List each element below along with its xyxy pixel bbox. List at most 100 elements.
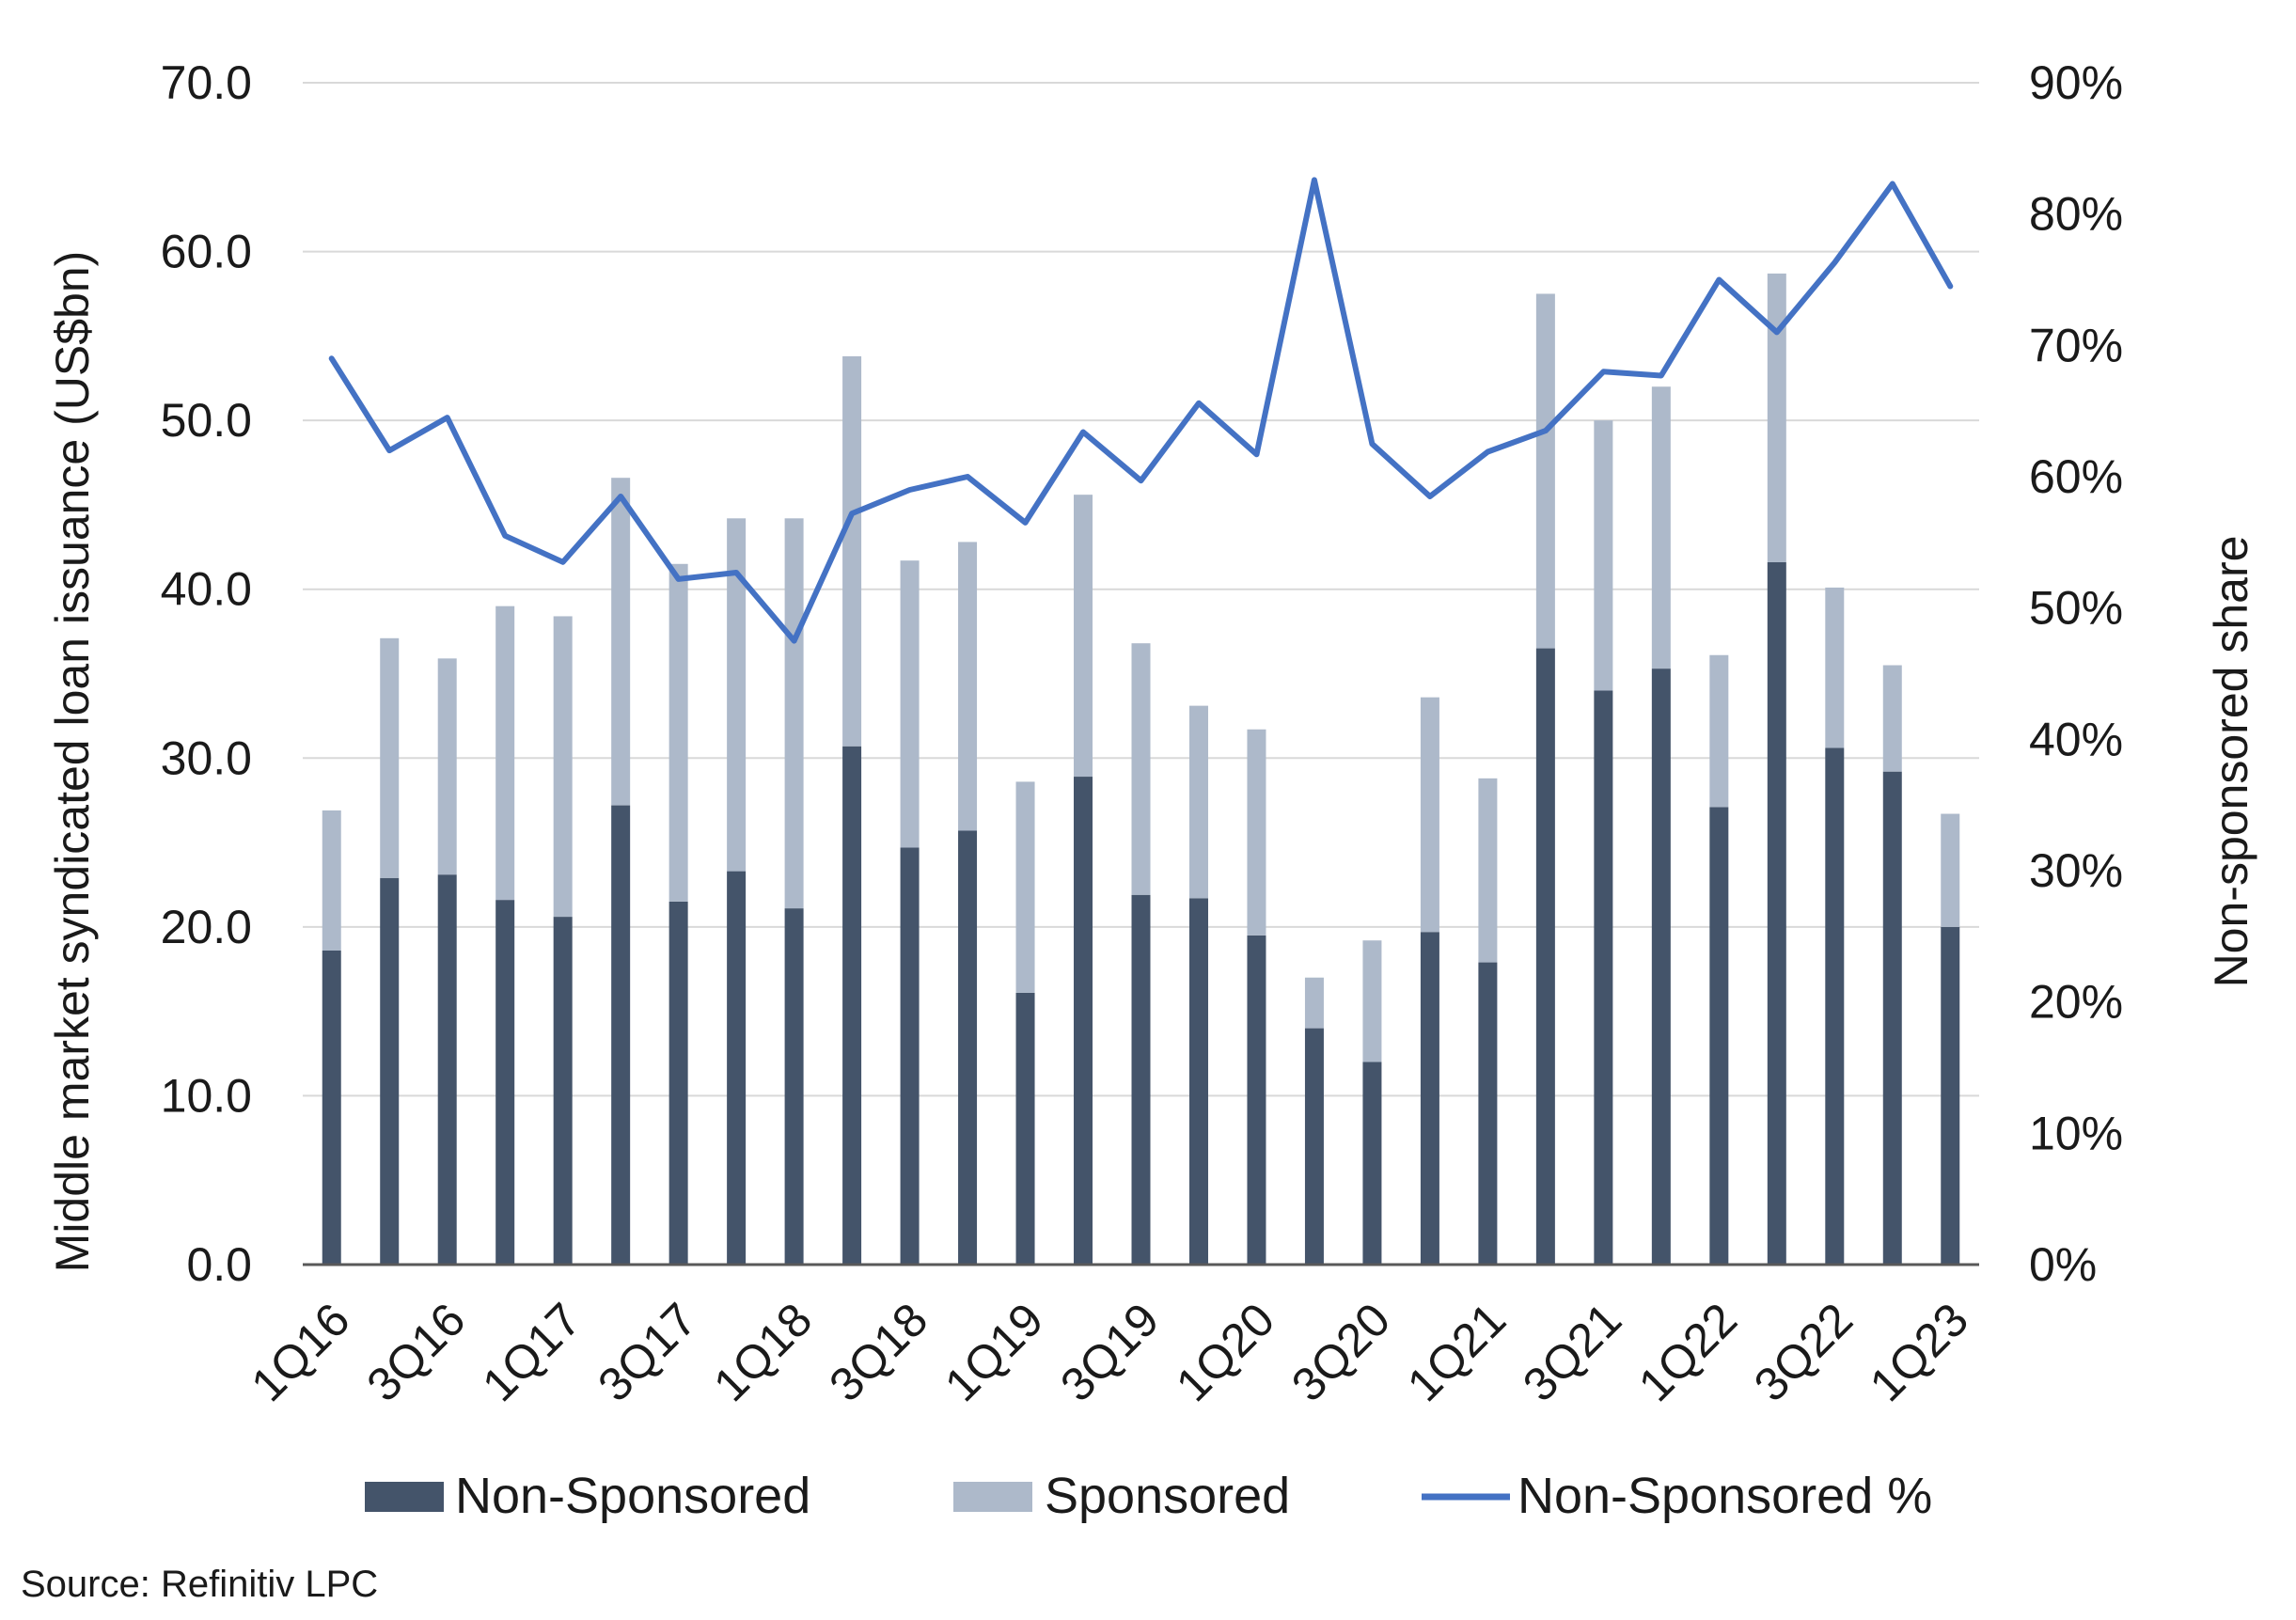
bar-non-sponsored — [1015, 992, 1035, 1265]
bar-non-sponsored — [1941, 926, 1960, 1265]
bar-non-sponsored — [380, 877, 400, 1265]
bar-sponsored — [668, 563, 688, 902]
bar-sponsored — [437, 658, 457, 875]
bar-non-sponsored — [727, 871, 747, 1265]
bar-sponsored — [380, 637, 400, 878]
y-right-tick-label: 50% — [2029, 582, 2123, 635]
x-tick-label: 1Q19 — [935, 1293, 1053, 1411]
x-tick-label: 3Q18 — [819, 1293, 937, 1411]
bars — [322, 273, 1960, 1265]
bar-sponsored — [1651, 386, 1671, 669]
x-tick-label: 3Q21 — [1513, 1293, 1631, 1411]
y-left-tick-label: 30.0 — [161, 731, 252, 784]
bar-non-sponsored — [1362, 1062, 1382, 1265]
bar-sponsored — [1709, 654, 1729, 808]
bar-non-sponsored — [1535, 648, 1555, 1265]
legend: Non-Sponsored Sponsored Non-Sponsored % — [365, 1468, 1932, 1524]
y-left-tick-label: 20.0 — [161, 901, 252, 953]
y-right-tick-label: 40% — [2029, 713, 2123, 765]
legend-label-non-sponsored: Non-Sponsored — [455, 1468, 810, 1524]
y-left-tick-label: 70.0 — [161, 56, 252, 109]
y-right-tick-label: 30% — [2029, 844, 2123, 897]
bar-non-sponsored — [668, 901, 688, 1265]
bar-sponsored — [1767, 273, 1786, 562]
bar-non-sponsored — [1882, 771, 1902, 1265]
y-right-tick-label: 60% — [2029, 450, 2123, 503]
y-right-tick-label: 90% — [2029, 56, 2123, 109]
bar-sponsored — [1594, 420, 1613, 691]
bar-sponsored — [1188, 705, 1208, 899]
bar-non-sponsored — [900, 847, 920, 1265]
x-tick-label: 1Q21 — [1397, 1293, 1516, 1411]
bar-non-sponsored — [1478, 962, 1498, 1265]
bar-sponsored — [553, 616, 573, 918]
bar-non-sponsored — [958, 830, 978, 1265]
bar-non-sponsored — [611, 805, 631, 1265]
bar-sponsored — [1941, 813, 1960, 927]
y-left-tick-label: 10.0 — [161, 1069, 252, 1122]
bar-sponsored — [784, 518, 804, 909]
y-left-tick-label: 0.0 — [186, 1238, 252, 1291]
legend-label-sponsored: Sponsored — [1045, 1468, 1290, 1524]
bar-non-sponsored — [1420, 932, 1439, 1265]
source-note: Source: Refinitiv LPC — [21, 1564, 378, 1605]
bar-non-sponsored — [1074, 777, 1093, 1265]
x-tick-label: 1Q16 — [241, 1293, 359, 1411]
x-tick-label: 1Q20 — [1166, 1293, 1284, 1411]
bar-non-sponsored — [322, 950, 341, 1265]
line-non-sponsored-share — [328, 177, 1954, 644]
bar-non-sponsored — [1594, 690, 1613, 1265]
bar-sponsored — [1015, 781, 1035, 993]
y-right-tick-label: 80% — [2029, 188, 2123, 241]
y-left-tick-label: 50.0 — [161, 394, 252, 447]
legend-swatch-non-sponsored — [365, 1482, 444, 1512]
x-tick-label: 1Q17 — [472, 1293, 590, 1411]
bar-sponsored — [1304, 977, 1324, 1029]
bar-non-sponsored — [553, 917, 573, 1265]
y-left-tick-label: 40.0 — [161, 563, 252, 616]
bar-non-sponsored — [1247, 935, 1266, 1265]
x-tick-label: 1Q23 — [1860, 1293, 1978, 1411]
x-tick-label: 1Q18 — [703, 1293, 822, 1411]
bar-sponsored — [1131, 643, 1151, 895]
bar-non-sponsored — [1131, 894, 1151, 1265]
bar-non-sponsored — [1767, 561, 1786, 1265]
bar-non-sponsored — [437, 874, 457, 1265]
bar-non-sponsored — [495, 900, 515, 1265]
bar-sponsored — [1478, 778, 1498, 963]
bar-sponsored — [1362, 940, 1382, 1062]
share-line — [328, 177, 1954, 644]
bar-non-sponsored — [784, 908, 804, 1265]
bar-sponsored — [842, 355, 862, 747]
x-tick-label: 3Q19 — [1050, 1293, 1169, 1411]
x-tick-label: 3Q22 — [1744, 1293, 1863, 1411]
bar-sponsored — [958, 542, 978, 831]
y-right-tick-label: 10% — [2029, 1107, 2123, 1159]
bar-sponsored — [1882, 665, 1902, 772]
bar-non-sponsored — [842, 746, 862, 1265]
y-right-tick-label: 20% — [2029, 976, 2123, 1029]
bar-sponsored — [495, 606, 515, 901]
bar-sponsored — [611, 478, 631, 806]
bar-sponsored — [1825, 587, 1845, 748]
bar-non-sponsored — [1709, 807, 1729, 1265]
bar-sponsored — [1535, 293, 1555, 649]
bar-non-sponsored — [1188, 898, 1208, 1265]
y-right-tick-label: 70% — [2029, 319, 2123, 371]
bar-sponsored — [1420, 697, 1439, 933]
legend-label-share: Non-Sponsored % — [1518, 1468, 1932, 1524]
bar-sponsored — [727, 518, 747, 872]
x-tick-label: 1Q22 — [1628, 1293, 1747, 1411]
bar-sponsored — [322, 810, 341, 951]
y-axis-right-title: Non-sponsored share — [2205, 536, 2257, 988]
x-tick-label: 3Q16 — [356, 1293, 475, 1411]
x-tick-label: 3Q17 — [588, 1293, 706, 1411]
bar-non-sponsored — [1825, 747, 1845, 1265]
y-right-tick-label: 0% — [2029, 1238, 2097, 1291]
y-axis-left-title: Middle market syndicated loan issuance (… — [46, 251, 99, 1273]
x-tick-label: 3Q20 — [1282, 1293, 1400, 1411]
legend-swatch-sponsored — [953, 1482, 1032, 1512]
bar-non-sponsored — [1651, 668, 1671, 1265]
bar-sponsored — [1074, 495, 1093, 778]
